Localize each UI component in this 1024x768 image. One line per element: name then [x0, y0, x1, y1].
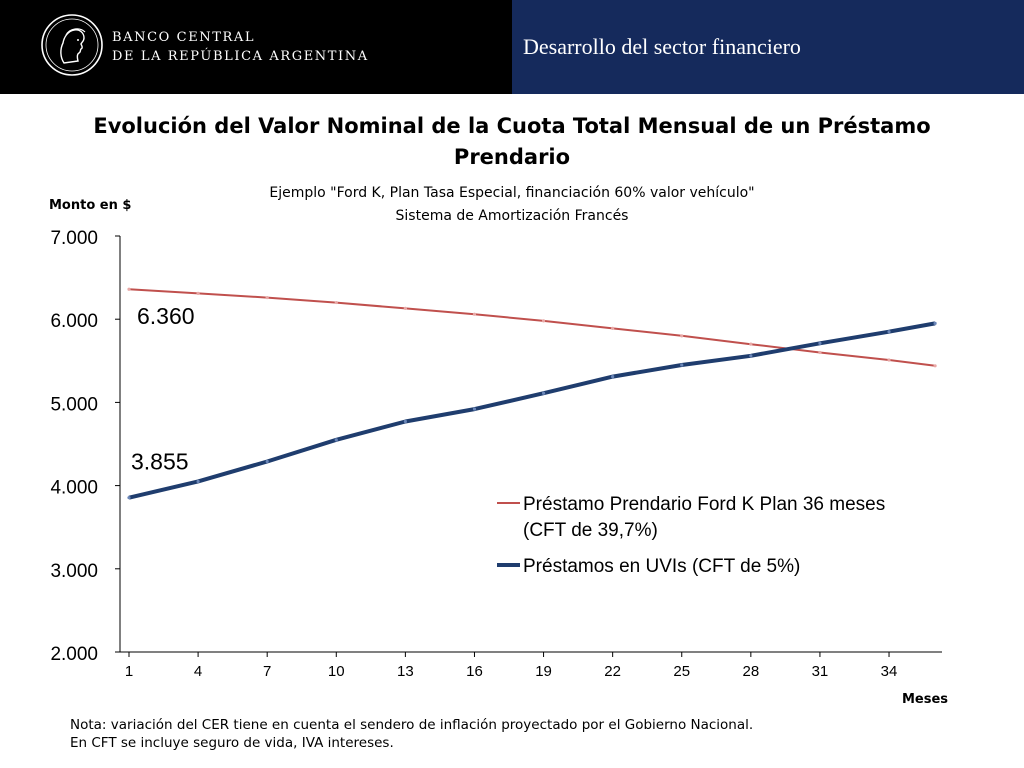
x-tick-label: 4 [194, 663, 202, 680]
x-tick-label: 1 [125, 663, 133, 680]
series-point [196, 291, 200, 296]
series-point [611, 375, 615, 379]
legend-entry: Préstamo Prendario Ford K Plan 36 meses [523, 494, 885, 515]
bank-name-line2: DE LA REPÚBLICA ARGENTINA [112, 49, 369, 64]
section-title: Desarrollo del sector financiero [523, 34, 801, 59]
y-tick-label: 6.000 [50, 311, 98, 332]
y-axis-label: Monto en $ [49, 198, 132, 213]
chart-subtitle: Ejemplo "Ford K, Plan Tasa Especial, fin… [112, 182, 912, 228]
series-point [334, 438, 338, 442]
x-tick-label: 22 [604, 663, 621, 680]
series-point [749, 342, 753, 346]
y-tick-label: 5.000 [50, 394, 98, 415]
x-tick-label: 10 [328, 663, 345, 680]
series-point [265, 459, 269, 464]
header-left-panel: BANCO CENTRAL DE LA REPÚBLICA ARGENTINA [0, 0, 512, 94]
series-point [472, 312, 477, 316]
y-tick-label: 7.000 [50, 228, 98, 249]
footnote-line2: En CFT se incluye seguro de vida, IVA in… [70, 735, 394, 751]
series-point [887, 358, 891, 362]
subtitle-line2: Sistema de Amortización Francés [395, 208, 629, 224]
series-point [403, 306, 407, 310]
series-point [818, 341, 822, 345]
series-point [265, 295, 269, 300]
series-point [541, 319, 546, 323]
x-tick-label: 34 [881, 663, 898, 680]
bank-name: BANCO CENTRAL DE LA REPÚBLICA ARGENTINA [112, 28, 369, 66]
bcra-seal-icon [41, 14, 103, 76]
series-point [334, 300, 338, 305]
footnote: Nota: variación del CER tiene en cuenta … [70, 716, 753, 752]
x-tick-label: 13 [397, 663, 414, 680]
series-point [887, 330, 891, 334]
x-tick-label: 7 [263, 663, 271, 680]
x-axis-label: Meses [902, 692, 949, 707]
series-point [680, 363, 684, 367]
y-tick-label: 2.000 [50, 644, 98, 665]
chart-title: Evolución del Valor Nominal de la Cuota … [93, 114, 931, 169]
x-tick-label: 28 [742, 663, 759, 680]
series-point [933, 364, 937, 368]
series-point [541, 391, 546, 395]
data-label: 6.360 [137, 303, 195, 329]
series-line-2 [128, 321, 936, 500]
series-point [127, 496, 131, 500]
subtitle-line1: Ejemplo "Ford K, Plan Tasa Especial, fin… [269, 185, 755, 201]
y-tick-label: 4.000 [50, 478, 98, 499]
data-label: 3.855 [131, 449, 189, 475]
series-point [403, 419, 407, 424]
series-point [472, 407, 477, 411]
header-right-panel: Desarrollo del sector financiero [512, 0, 1024, 94]
x-tick-label: 25 [673, 663, 690, 680]
series-point [196, 479, 200, 484]
series-line-1 [128, 288, 936, 367]
legend-entry-line2: (CFT de 39,7%) [523, 520, 658, 541]
x-tick-label: 16 [466, 663, 483, 680]
y-tick-label: 3.000 [50, 561, 98, 582]
series-point [127, 287, 131, 291]
legend-entry: Préstamos en UVIs (CFT de 5%) [523, 556, 800, 577]
series-point [933, 321, 937, 325]
bank-name-line1: BANCO CENTRAL [112, 30, 256, 45]
series-point [680, 334, 684, 338]
x-tick-label: 19 [535, 663, 552, 680]
series-point [611, 326, 615, 330]
series-point [818, 350, 822, 355]
x-tick-label: 31 [812, 663, 829, 680]
series-point [749, 354, 753, 358]
footnote-line1: Nota: variación del CER tiene en cuenta … [70, 717, 754, 733]
